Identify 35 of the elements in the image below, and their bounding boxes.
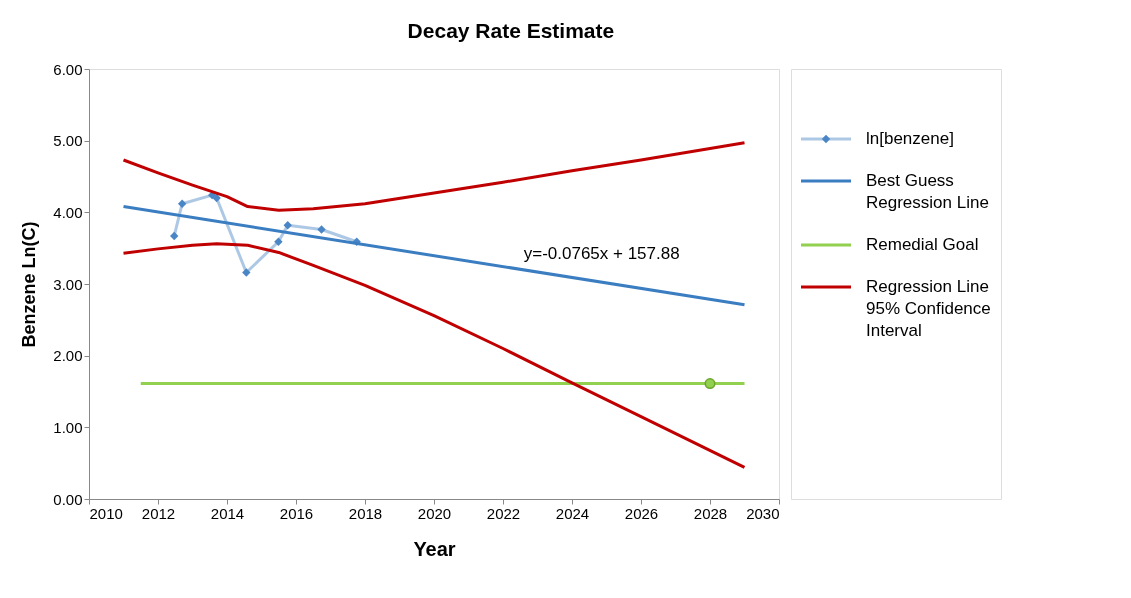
line-series <box>122 242 746 469</box>
legend-label: ln[benzene] <box>866 129 954 148</box>
chart-title: Decay Rate Estimate <box>407 18 615 42</box>
x-tick-label: 2018 <box>348 504 383 522</box>
point <box>283 221 292 230</box>
y-tick-label: 1.00 <box>53 418 83 436</box>
y-tick-label: 6.00 <box>53 60 83 78</box>
point <box>704 378 716 390</box>
x-axis-title: Year <box>413 537 456 560</box>
legend-label: Regression Line 95% Confidence Interval <box>866 277 991 340</box>
point <box>242 268 251 277</box>
y-tick-label: 3.00 <box>53 275 83 293</box>
x-tick-label: 2030 <box>746 504 780 522</box>
y-tick-label: 5.00 <box>53 132 83 150</box>
x-tick-label: 2020 <box>417 504 452 522</box>
x-tick-label: 2012 <box>141 504 176 522</box>
x-tick-label: 2028 <box>693 504 728 522</box>
annotation: y=-0.0765x + 157.88 <box>523 243 680 263</box>
legend-label: Remedial Goal <box>866 235 979 254</box>
legend-label: Best Guess Regression Line <box>866 171 989 212</box>
point <box>317 225 326 234</box>
point <box>177 199 187 208</box>
y-axis-title: Benzene Ln(C) <box>19 221 40 348</box>
point <box>274 237 283 246</box>
x-tick-label: 2014 <box>210 504 245 522</box>
x-tick-label: 2022 <box>486 504 521 522</box>
y-tick-label: 2.00 <box>53 347 83 365</box>
line-series <box>122 141 746 212</box>
y-tick-label: 0.00 <box>53 490 83 508</box>
y-tick-label: 4.00 <box>53 203 83 221</box>
x-tick-label: 2010 <box>89 504 123 522</box>
point <box>170 231 179 241</box>
x-tick-label: 2024 <box>555 504 590 522</box>
x-tick-label: 2016 <box>279 504 314 522</box>
x-tick-label: 2026 <box>624 504 659 522</box>
